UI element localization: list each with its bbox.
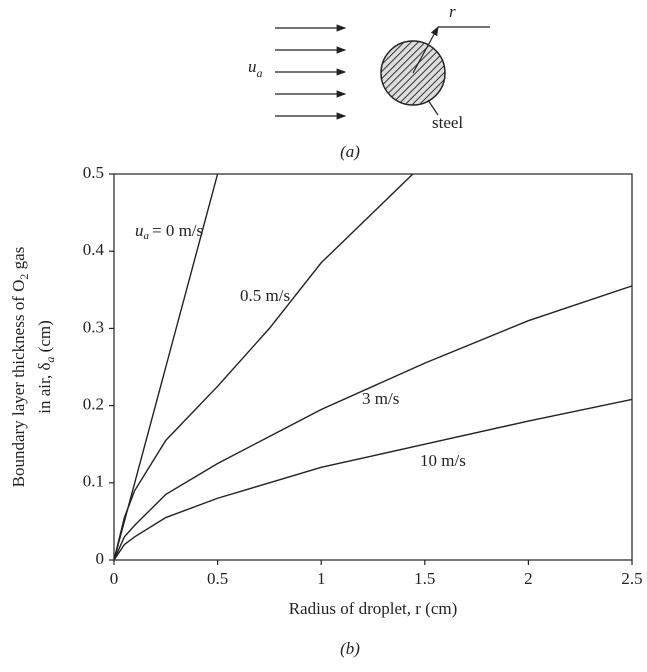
chart: Radius of droplet, r (cm) (b) 0 0.5 1 1.5 2 2… [9,163,643,658]
plot-frame [113,173,633,561]
series-label: ua = 0 m/s [135,221,203,242]
series-label-text: = 0 m/s [152,221,203,240]
y-tick-label: 0.1 [83,472,104,491]
y-axis-label-part: (cm) [35,320,54,356]
material-label: steel [432,113,463,132]
series-label-symbol: u [135,221,144,240]
velocity-label: ua [248,57,263,80]
y-tick-label: 0.2 [83,395,104,414]
series-line [114,398,632,560]
series-label-text: 10 m/s [420,451,466,470]
x-tick-label: 0.5 [207,569,228,588]
series-label: 3 m/s [362,389,399,408]
diagram-caption: (a) [340,142,360,161]
y-axis-label-part: in air, δ [35,363,54,414]
y-axis-label-part: a [43,357,57,363]
chart-caption: (b) [340,639,360,658]
x-axis-label: Radius of droplet, r (cm) [289,599,458,618]
y-tick-label: 0.3 [83,317,104,336]
flow-arrows [275,24,347,120]
radius-label: r [449,2,456,21]
radius-arrow [412,25,439,74]
y-axis-label: in air, δa (cm) [35,320,57,414]
series-group [114,174,632,560]
x-tick-label: 1 [317,569,326,588]
x-tick-label: 2 [524,569,533,588]
y-axis-label: Boundary layer thickness of O2 gas [9,247,31,488]
series-label-text: 0.5 m/s [240,286,290,305]
y-tick-label: 0.5 [83,163,104,182]
series-line [114,174,414,560]
series-label-text: 3 m/s [362,389,399,408]
series-line [114,285,632,560]
y-axis-label-part: Boundary layer thickness of O [9,280,28,488]
y-axis-label-part: gas [9,247,28,274]
y-tick-label: 0.4 [83,240,105,259]
x-tick-label: 0 [110,569,119,588]
series-label: 0.5 m/s [240,286,290,305]
y-axis-label-part: 2 [17,274,31,280]
material-leader [427,99,439,116]
x-tick-label: 1.5 [414,569,435,588]
x-tick-label: 2.5 [621,569,642,588]
series-label: 10 m/s [420,451,466,470]
diagram: ua r steel (a) [248,2,490,161]
y-tick-label: 0 [96,549,105,568]
series-label-subscript: a [144,230,150,242]
